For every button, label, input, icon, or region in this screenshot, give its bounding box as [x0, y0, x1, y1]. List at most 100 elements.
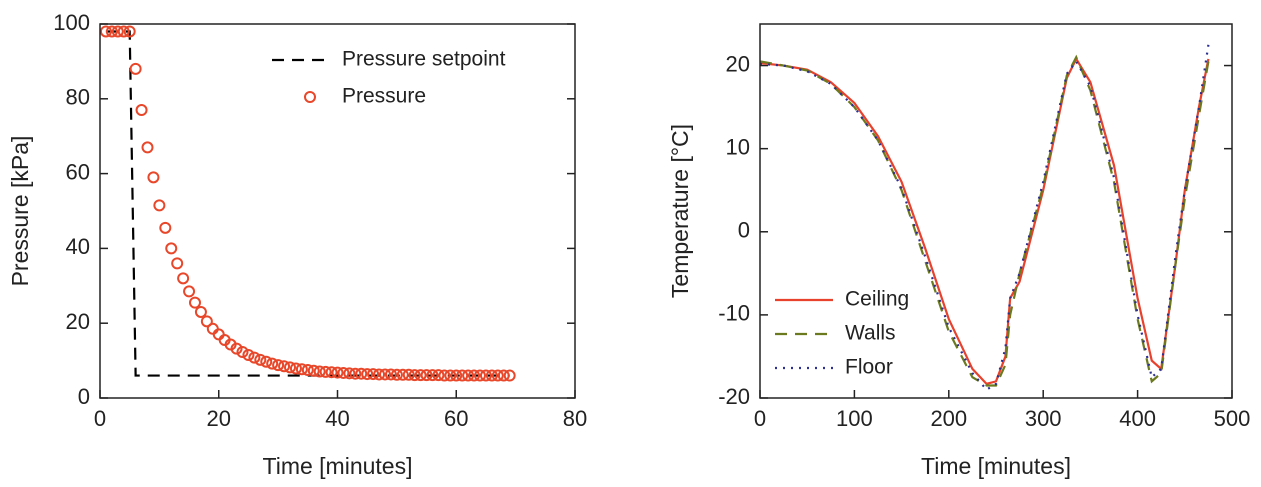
series-line — [759, 54, 1210, 387]
data-point — [254, 353, 267, 366]
x-tick-label: 0 — [754, 406, 766, 431]
legend-label: Floor — [845, 356, 893, 379]
x-tick-label: 200 — [930, 406, 967, 431]
data-point — [153, 199, 166, 212]
data-point — [479, 369, 492, 382]
legend-label: Pressure setpoint — [342, 48, 506, 71]
data-point — [177, 272, 190, 285]
data-point — [462, 369, 475, 382]
data-point — [295, 363, 308, 376]
series-line — [759, 56, 1210, 386]
y-tick-label: 80 — [66, 85, 90, 110]
y-axis-label: Pressure [kPa] — [7, 136, 33, 287]
data-point — [236, 345, 249, 358]
x-axis-label: Time [minutes] — [263, 453, 413, 479]
legend-label: Walls — [845, 322, 896, 345]
x-tick-label: 0 — [94, 406, 106, 431]
data-point — [396, 368, 409, 381]
data-point — [426, 369, 439, 382]
data-point — [331, 366, 344, 379]
data-point — [135, 104, 148, 117]
data-point — [367, 368, 380, 381]
x-tick-label: 100 — [836, 406, 873, 431]
data-point — [194, 305, 207, 318]
plot-frame — [99, 23, 576, 399]
data-point — [278, 360, 291, 373]
data-point — [361, 368, 374, 381]
data-point — [450, 369, 463, 382]
data-point — [99, 25, 112, 38]
data-point — [147, 171, 160, 184]
data-point — [260, 355, 273, 368]
data-point — [105, 25, 118, 38]
data-point — [491, 369, 504, 382]
data-point — [141, 141, 154, 154]
y-tick-label: 20 — [726, 51, 750, 76]
y-tick-label: 20 — [66, 309, 90, 334]
y-tick-label: 60 — [66, 159, 90, 184]
x-tick-label: 80 — [563, 406, 587, 431]
data-point — [307, 364, 320, 377]
data-point — [248, 351, 261, 364]
data-point — [379, 368, 391, 381]
x-tick-label: 300 — [1025, 406, 1062, 431]
data-point — [343, 367, 356, 380]
data-point — [468, 369, 481, 382]
y-tick-label: 100 — [53, 10, 90, 35]
data-point — [117, 25, 130, 38]
data-point — [420, 369, 433, 382]
y-axis-label: Temperature [°C] — [667, 124, 693, 298]
data-point — [266, 357, 279, 370]
data-point — [242, 348, 255, 361]
data-point — [111, 25, 124, 38]
legend-label: Ceiling — [845, 288, 909, 311]
data-point — [456, 369, 469, 382]
series-line — [759, 44, 1210, 392]
data-point — [206, 322, 219, 335]
data-point — [183, 285, 196, 298]
data-point — [165, 242, 178, 255]
plot-frame — [759, 23, 1233, 399]
y-tick-label: 40 — [66, 234, 90, 259]
data-point — [171, 257, 184, 270]
data-point — [373, 368, 386, 381]
data-point — [230, 342, 243, 355]
x-axis-label: Time [minutes] — [921, 453, 1071, 479]
data-point — [444, 369, 457, 382]
x-tick-label: 400 — [1119, 406, 1156, 431]
data-point — [497, 369, 510, 382]
data-point — [200, 315, 213, 328]
x-tick-label: 500 — [1214, 406, 1251, 431]
data-point — [414, 369, 427, 382]
data-point — [337, 366, 350, 379]
series-line — [105, 30, 510, 377]
legend-swatch — [304, 91, 316, 103]
data-point — [432, 369, 445, 382]
data-point — [384, 368, 397, 381]
data-point — [485, 369, 498, 382]
data-point — [349, 367, 362, 380]
legend-label: Pressure — [342, 85, 426, 108]
y-tick-label: -20 — [718, 384, 750, 409]
data-point — [159, 221, 172, 234]
data-point — [212, 328, 225, 341]
y-tick-label: 10 — [726, 134, 750, 159]
x-tick-label: 20 — [207, 406, 231, 431]
data-point — [474, 369, 486, 382]
x-tick-label: 60 — [444, 406, 468, 431]
data-point — [301, 363, 314, 376]
data-point — [438, 369, 451, 382]
data-point — [284, 361, 296, 374]
data-point — [408, 369, 421, 382]
data-point — [355, 367, 368, 380]
data-point — [319, 365, 332, 378]
x-tick-label: 40 — [325, 406, 349, 431]
data-point — [313, 365, 326, 378]
data-point — [272, 359, 285, 372]
data-point — [503, 369, 516, 382]
y-tick-label: 0 — [78, 384, 90, 409]
y-tick-label: -10 — [718, 301, 750, 326]
data-point — [402, 368, 415, 381]
data-point — [390, 368, 403, 381]
